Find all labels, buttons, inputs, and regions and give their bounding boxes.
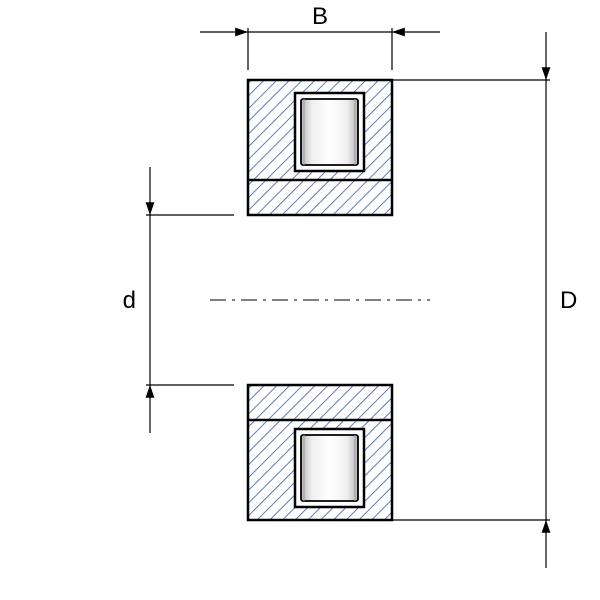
label-outer: D xyxy=(560,287,577,314)
label-bore: d xyxy=(123,287,136,314)
bearing-diagram: Bd D xyxy=(0,0,600,600)
label-width: B xyxy=(312,3,328,30)
